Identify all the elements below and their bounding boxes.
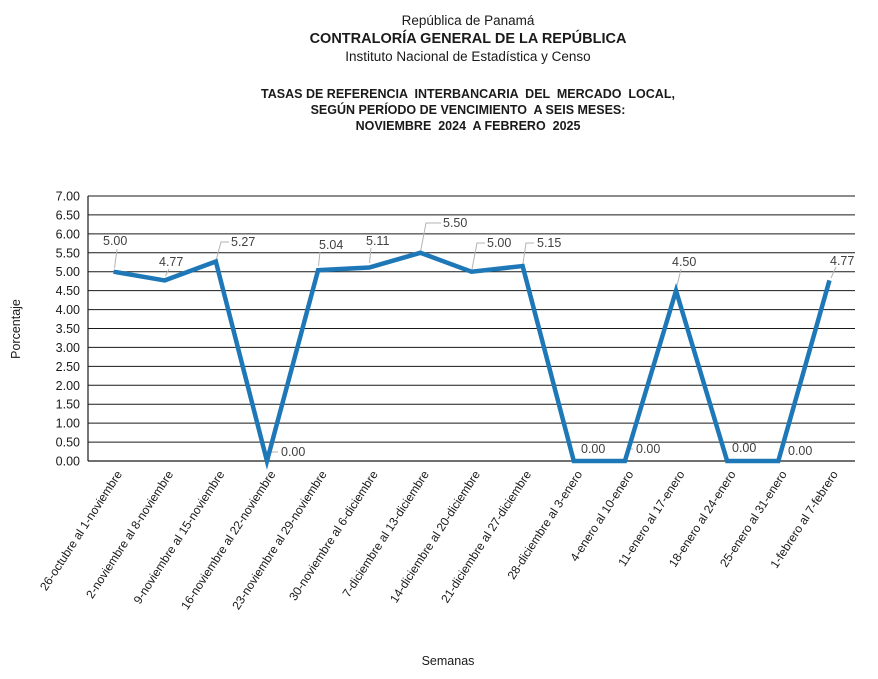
data-label: 0.00 (732, 441, 756, 455)
header-institution: CONTRALORÍA GENERAL DE LA REPÚBLICA (309, 31, 627, 47)
label-leader-line (318, 251, 321, 267)
y-tick-label: 4.50 (56, 284, 80, 298)
y-tick-label: 4.00 (56, 303, 80, 317)
chart-title-line-2: SEGÚN PERÍODO DE VENCIMIENTO A SEIS MESE… (310, 103, 626, 117)
y-tick-label: 2.50 (56, 360, 80, 374)
y-tick-label: 7.00 (56, 190, 80, 204)
y-tick-label: 5.50 (56, 246, 80, 260)
data-label: 0.00 (636, 442, 660, 456)
x-axis-title: Semanas (422, 654, 475, 668)
data-label: 5.00 (103, 234, 127, 248)
x-category-label: 30-noviembre al 6-diciembre (286, 468, 381, 603)
label-leader-line (114, 248, 118, 269)
y-tick-label: 6.00 (56, 227, 80, 241)
chart-title-line-3: NOVIEMBRE 2024 A FEBRERO 2025 (355, 119, 581, 133)
data-label: 0.00 (788, 444, 812, 458)
y-tick-label: 2.00 (56, 379, 80, 393)
data-label: 5.00 (487, 236, 511, 250)
data-label: 5.11 (366, 234, 389, 248)
label-leader-line (419, 222, 441, 253)
label-leader-line (676, 268, 682, 289)
data-label: 0.00 (581, 442, 605, 456)
y-tick-label: 0.00 (56, 455, 80, 469)
data-label: 5.15 (537, 236, 561, 250)
x-category-label: 23-noviembre al 29-noviembre (229, 468, 330, 612)
y-tick-label: 1.00 (56, 417, 80, 431)
data-label: 5.50 (443, 216, 467, 230)
x-category-label: 9-noviembre al 15-noviembre (131, 468, 228, 607)
data-label: 4.77 (830, 254, 854, 268)
y-axis-title: Porcentaje (9, 299, 23, 359)
data-label: 5.04 (319, 238, 343, 252)
y-tick-label: 6.50 (56, 208, 80, 222)
series-line (113, 250, 832, 470)
x-category-label: 16-noviembre al 22-noviembre (178, 468, 279, 612)
document-header: República de Panamá CONTRALORÍA GENERAL … (58, 12, 878, 66)
chart-title: TASAS DE REFERENCIA INTERBANCARIA DEL ME… (58, 86, 878, 134)
y-tick-label: 3.00 (56, 341, 80, 355)
label-leader-line (830, 266, 837, 279)
label-leader-line (165, 268, 170, 277)
data-label: 5.27 (231, 235, 255, 249)
y-tick-label: 0.50 (56, 436, 80, 450)
label-leader-line (471, 242, 485, 272)
data-label: 0.00 (281, 445, 305, 459)
x-category-label: 7-diciembre al 13-diciembre (340, 468, 433, 600)
label-leader-line (369, 247, 372, 264)
y-tick-label: 5.00 (56, 265, 80, 279)
x-category-label: 21-diciembre al 27-diciembre (438, 468, 534, 606)
data-label: 4.77 (159, 255, 183, 269)
y-tick-label: 1.50 (56, 398, 80, 412)
y-tick-label: 3.50 (56, 322, 80, 336)
header-department: Instituto Nacional de Estadística y Cens… (345, 49, 591, 64)
chart-title-line-1: TASAS DE REFERENCIA INTERBANCARIA DEL ME… (261, 87, 675, 101)
header-country: República de Panamá (401, 13, 535, 28)
data-label: 4.50 (672, 255, 696, 269)
label-leader-line (215, 241, 229, 262)
x-category-label: 14-diciembre al 20-diciembre (387, 468, 483, 606)
x-category-label: 2-noviembre al 8-noviembre (83, 468, 176, 601)
label-leader-line (522, 242, 534, 267)
